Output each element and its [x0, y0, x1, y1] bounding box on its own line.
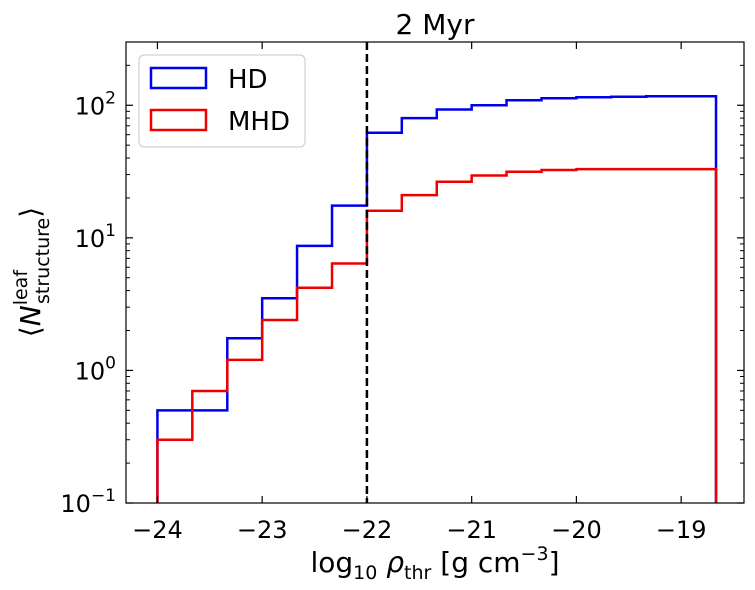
- x-tick-label: −20: [551, 516, 602, 544]
- legend-label-mhd: MHD: [228, 107, 290, 137]
- y-tick-label: 100: [75, 353, 116, 385]
- legend: HD MHD: [138, 54, 306, 148]
- x-tick-label: −21: [446, 516, 497, 544]
- plot-frame: [125, 41, 745, 504]
- legend-label-hd: HD: [228, 65, 268, 95]
- legend-swatch-mhd: [149, 108, 208, 132]
- x-axis-label: log10 ρthr [g cm−3]: [310, 543, 559, 584]
- series-mhd-step-line: [156, 167, 718, 503]
- y-tick-label: 101: [75, 221, 116, 253]
- y-axis-label: ⟨Nleafstructure⟩: [10, 207, 54, 337]
- x-tick-label: −22: [342, 516, 393, 544]
- x-tick-label: −24: [132, 516, 183, 544]
- x-tick-label: −23: [237, 516, 288, 544]
- legend-frame: [138, 54, 306, 148]
- legend-swatch-hd: [149, 66, 208, 90]
- y-tick-label: 102: [75, 88, 116, 120]
- series-hd-step-line: [156, 94, 718, 503]
- x-tick-label: −19: [656, 516, 707, 544]
- chart-title: 2 Myr: [396, 8, 475, 41]
- y-tick-label: 10−1: [60, 486, 116, 518]
